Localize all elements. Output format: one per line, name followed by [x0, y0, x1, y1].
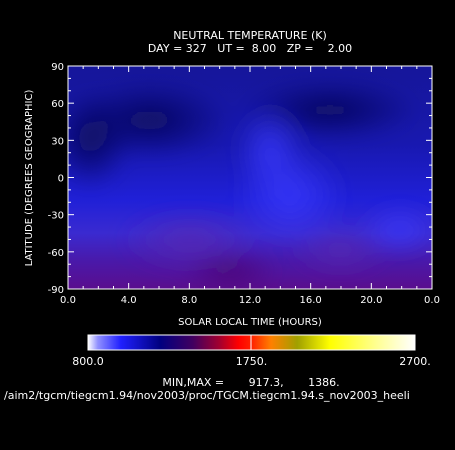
y-tick-label: 90	[51, 62, 64, 73]
colorbar-label: 800.0	[72, 355, 104, 368]
x-tick-label: 0.0	[60, 295, 76, 306]
x-axis-label: SOLAR LOCAL TIME (HOURS)	[178, 317, 322, 328]
x-tick-label: 20.0	[360, 295, 382, 306]
x-tick-label: 12.0	[239, 295, 261, 306]
footer-file-path: /aim2/tgcm/tiegcm1.94/nov2003/proc/TGCM.…	[4, 389, 410, 402]
colorbar-labels: 800.0 1750. 2700.	[72, 355, 431, 368]
y-tick-label: -30	[48, 211, 64, 222]
y-tick-label: -60	[48, 248, 64, 259]
chart-title: NEUTRAL TEMPERATURE (K)	[173, 29, 327, 42]
colorbar-label: 1750.	[236, 355, 268, 368]
chart-subtitle: DAY = 327 UT = 8.00 ZP = 2.00	[148, 42, 352, 55]
heatmap-field	[68, 66, 432, 289]
y-tick-label: 30	[51, 136, 64, 147]
x-tick-label: 16.0	[300, 295, 322, 306]
y-tick-label: 0	[58, 174, 64, 185]
y-tick-label: 60	[51, 99, 64, 110]
y-axis-label: LATITUDE (DEGREES GEOGRAPHIC)	[24, 90, 35, 267]
x-axis: 0.0 4.0 8.0 12.0 16.0 20.0 0.0	[60, 66, 440, 306]
x-tick-label: 4.0	[121, 295, 137, 306]
min-max-readout: MIN,MAX = 917.3, 1386.	[162, 376, 339, 389]
x-tick-label: 8.0	[181, 295, 197, 306]
y-tick-label: -90	[48, 285, 64, 296]
colorbar-label: 2700.	[399, 355, 431, 368]
x-tick-label: 0.0	[424, 295, 440, 306]
y-axis: 90 60 30 0 -30 -60 -90	[48, 62, 432, 296]
